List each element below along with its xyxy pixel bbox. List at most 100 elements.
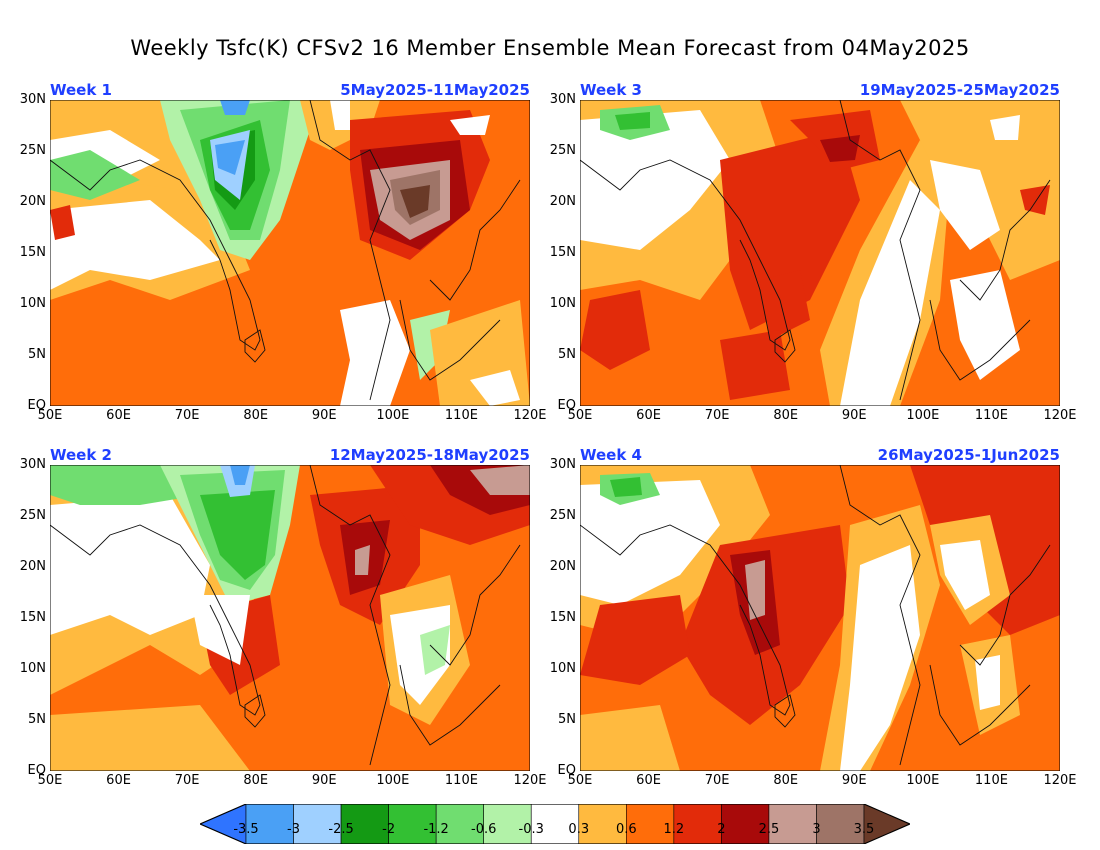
latitude-label: 15N [19,610,46,625]
colorbar-label: -3 [287,822,301,837]
latitude-label: 20N [19,194,46,209]
longitude-label: 70E [174,408,200,423]
colorbar-label: 2 [717,822,726,837]
longitude-label: 70E [174,773,200,788]
longitude-label: 120E [513,773,547,788]
panel-date-range: 5May2025-11May2025 [340,81,530,99]
latitude-label: 5N [28,712,46,727]
latitude-label: 15N [549,245,576,260]
longitude-label: 110E [974,408,1008,423]
latitude-label: 30N [19,92,46,107]
longitude-label: 70E [704,408,730,423]
panel-date-range: 19May2025-25May2025 [859,81,1060,99]
map-panel-week-3: Week 3 19May2025-25May2025 [580,81,1060,406]
latitude-label: 30N [549,92,576,107]
map-panel-week-4: Week 4 26May2025-1Jun2025 [580,446,1060,771]
longitude-label: 70E [704,773,730,788]
latitude-label: 30N [549,457,576,472]
colorbar-label: 0.6 [615,822,637,837]
temperature-anomaly-map [580,100,1060,406]
panel-date-range: 26May2025-1Jun2025 [877,446,1060,464]
latitude-label: EQ [27,398,46,413]
colorbar-label: -0.3 [518,822,544,837]
latitude-label: 30N [19,457,46,472]
latitude-label: 25N [549,508,576,523]
latitude-label: EQ [27,763,46,778]
panel-date-range: 12May2025-18May2025 [329,446,530,464]
latitude-label: 25N [19,143,46,158]
longitude-label: 110E [444,408,478,423]
latitude-label: 10N [19,296,46,311]
colorbar-label: 1.2 [663,822,685,837]
longitude-label: 120E [1043,408,1077,423]
latitude-label: 5N [558,712,576,727]
longitude-label: 110E [974,773,1008,788]
longitude-label: 60E [106,408,131,423]
latitude-label: 5N [28,347,46,362]
colorbar-label: 2.5 [758,822,780,837]
longitude-label: 100E [906,773,940,788]
colorbar-label: 3 [812,822,821,837]
colorbar-swatch [578,804,627,844]
longitude-label: 100E [376,773,410,788]
latitude-label: 10N [549,296,576,311]
latitude-label: 25N [549,143,576,158]
latitude-label: 15N [549,610,576,625]
longitude-label: 60E [106,773,131,788]
longitude-label: 50E [37,408,63,423]
temperature-anomaly-map [50,465,530,771]
panel-week-label: Week 3 [580,81,642,99]
latitude-label: EQ [557,398,576,413]
latitude-label: 20N [549,194,576,209]
longitude-label: 100E [906,408,940,423]
temperature-anomaly-map [50,100,530,406]
colorbar-swatch [435,804,484,844]
panel-week-label: Week 1 [50,81,112,99]
latitude-label: 20N [19,559,46,574]
longitude-label: 80E [243,773,269,788]
panel-week-label: Week 4 [580,446,642,464]
colorbar-label: -1.2 [423,822,449,837]
page-title: Weekly Tsfc(K) CFSv2 16 Member Ensemble … [130,36,970,60]
longitude-label: 120E [513,408,547,423]
longitude-label: 80E [243,408,269,423]
longitude-label: 110E [444,773,478,788]
colorbar-label: -2 [382,822,396,837]
latitude-label: 25N [19,508,46,523]
longitude-label: 80E [773,408,799,423]
longitude-label: 50E [567,408,593,423]
latitude-label: 20N [549,559,576,574]
colorbar-label: -3.5 [233,822,259,837]
longitude-label: 60E [636,408,661,423]
colorbar-label: 0.3 [568,822,590,837]
colorbar [200,804,910,844]
colorbar-swatch [816,804,865,844]
colorbar-swatch [721,804,770,844]
map-panel-week-2: Week 2 12May2025-18May2025 [50,446,530,771]
longitude-label: 50E [37,773,63,788]
latitude-label: 10N [19,661,46,676]
longitude-label: 120E [1043,773,1077,788]
latitude-label: 5N [558,347,576,362]
latitude-label: 10N [549,661,576,676]
latitude-label: 15N [19,245,46,260]
colorbar-label: -2.5 [328,822,354,837]
longitude-label: 90E [311,408,337,423]
longitude-label: 80E [773,773,799,788]
latitude-label: EQ [557,763,576,778]
longitude-label: 100E [376,408,410,423]
longitude-label: 90E [311,773,337,788]
colorbar-label: -0.6 [471,822,497,837]
longitude-label: 90E [841,773,867,788]
longitude-label: 50E [567,773,593,788]
colorbar-swatch [530,804,580,844]
temperature-anomaly-map [580,465,1060,771]
map-panel-week-1: Week 1 5May2025-11May2025 [50,81,530,406]
longitude-label: 90E [841,408,867,423]
colorbar-swatch [388,804,437,844]
colorbar-swatch [768,804,817,844]
longitude-label: 60E [636,773,661,788]
colorbar-swatch [863,804,910,844]
panel-week-label: Week 2 [50,446,112,464]
colorbar-swatch [483,804,532,844]
